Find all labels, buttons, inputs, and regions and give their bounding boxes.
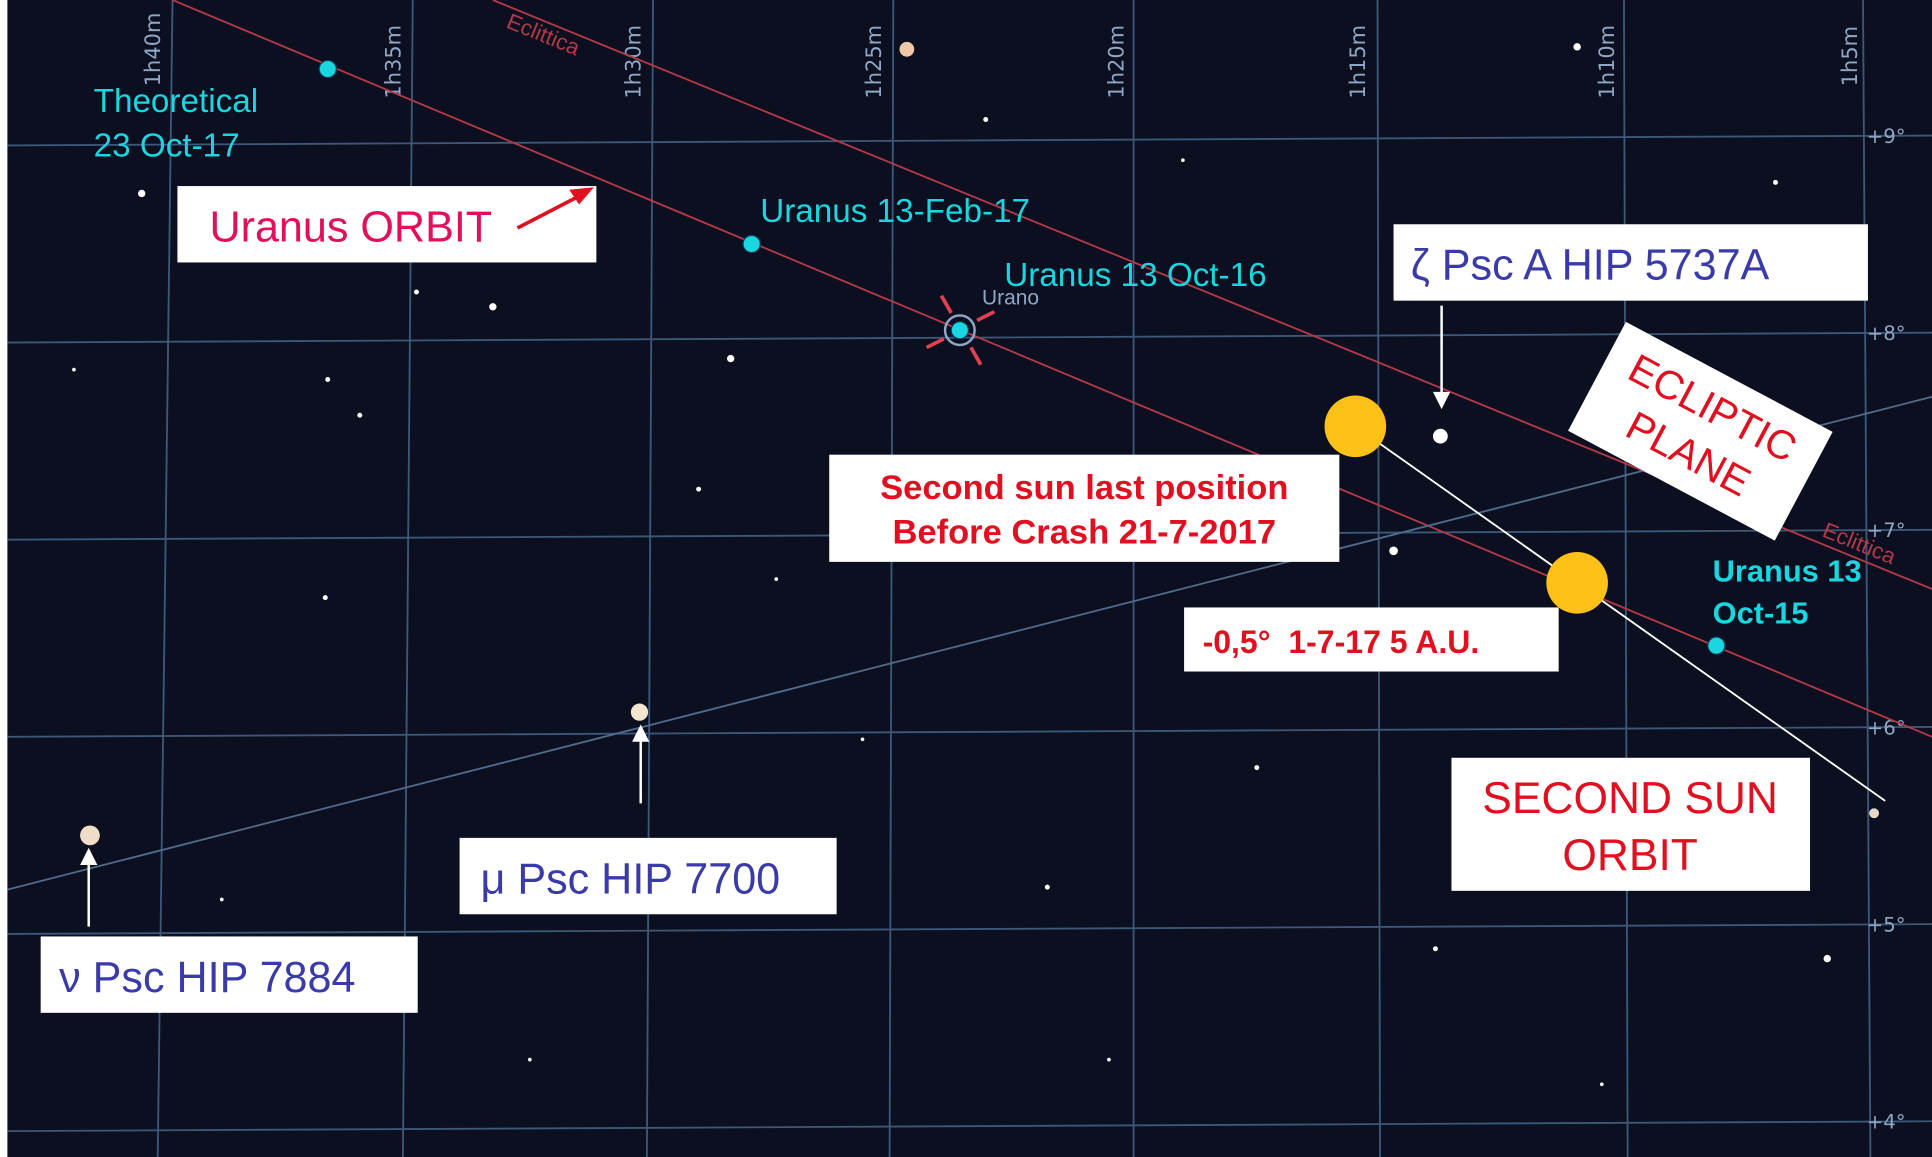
annotation: Uranus 13-Feb-17 xyxy=(760,193,1030,230)
dec-label: +4° xyxy=(1867,1111,1906,1134)
dec-label: +8° xyxy=(1867,322,1906,345)
annotation: Oct-15 xyxy=(1713,595,1809,630)
annotation: -0,5° 1-7-17 5 A.U. xyxy=(1203,624,1480,660)
label-box xyxy=(40,936,418,1013)
label-box xyxy=(1393,224,1868,301)
annotation: Second sun last position xyxy=(880,469,1288,507)
ra-label: 1h20m xyxy=(1105,25,1129,99)
ra-label: 1h25m xyxy=(862,25,886,99)
ra-labels: 1h40m 1h35m 1h30m 1h25m 1h20m 1h15m 1h10… xyxy=(141,13,1862,99)
stars xyxy=(72,41,1880,1087)
annotation: SECOND SUN xyxy=(1482,774,1778,823)
annotation: ν Psc HIP 7884 xyxy=(59,954,355,1002)
label-box xyxy=(1451,757,1811,891)
annotation: Theoretical xyxy=(94,83,258,120)
annotation: Before Crash 21-7-2017 xyxy=(893,513,1277,551)
arrowhead xyxy=(632,724,650,742)
annotation: ORBIT xyxy=(1562,831,1698,880)
dec-label: +7° xyxy=(1867,519,1906,542)
target-marker xyxy=(925,294,996,366)
planet-label: Urano xyxy=(982,286,1039,309)
selection-ring xyxy=(943,314,976,347)
label-box xyxy=(1184,607,1559,672)
annotation: Uranus ORBIT xyxy=(209,204,492,252)
annotation: ζ Psc A HIP 5737A xyxy=(1411,242,1770,290)
arrowhead xyxy=(569,187,594,205)
ra-label: 1h15m xyxy=(1346,25,1370,99)
dec-label: +9° xyxy=(1867,125,1906,148)
dec-label: +6° xyxy=(1867,716,1906,739)
arrowhead xyxy=(80,847,98,865)
ra-label: 1h40m xyxy=(141,13,165,87)
second-sun xyxy=(1546,552,1608,614)
uranus-positions xyxy=(318,59,1726,655)
arrowhead xyxy=(1432,391,1451,410)
ra-label: 1h35m xyxy=(381,25,405,99)
annotation: Uranus 13 xyxy=(1713,554,1862,589)
dec-label: +5° xyxy=(1867,914,1906,937)
annotation: Uranus 13 Oct-16 xyxy=(1004,257,1266,294)
label-box xyxy=(459,837,837,915)
annotation: μ Psc HIP 7700 xyxy=(481,855,781,903)
ra-label: 1h5m xyxy=(1838,26,1862,86)
annotation: 23 Oct-17 xyxy=(94,127,240,164)
ra-label: 1h10m xyxy=(1595,25,1619,99)
label-box xyxy=(829,454,1340,562)
second-sun xyxy=(1324,395,1387,458)
